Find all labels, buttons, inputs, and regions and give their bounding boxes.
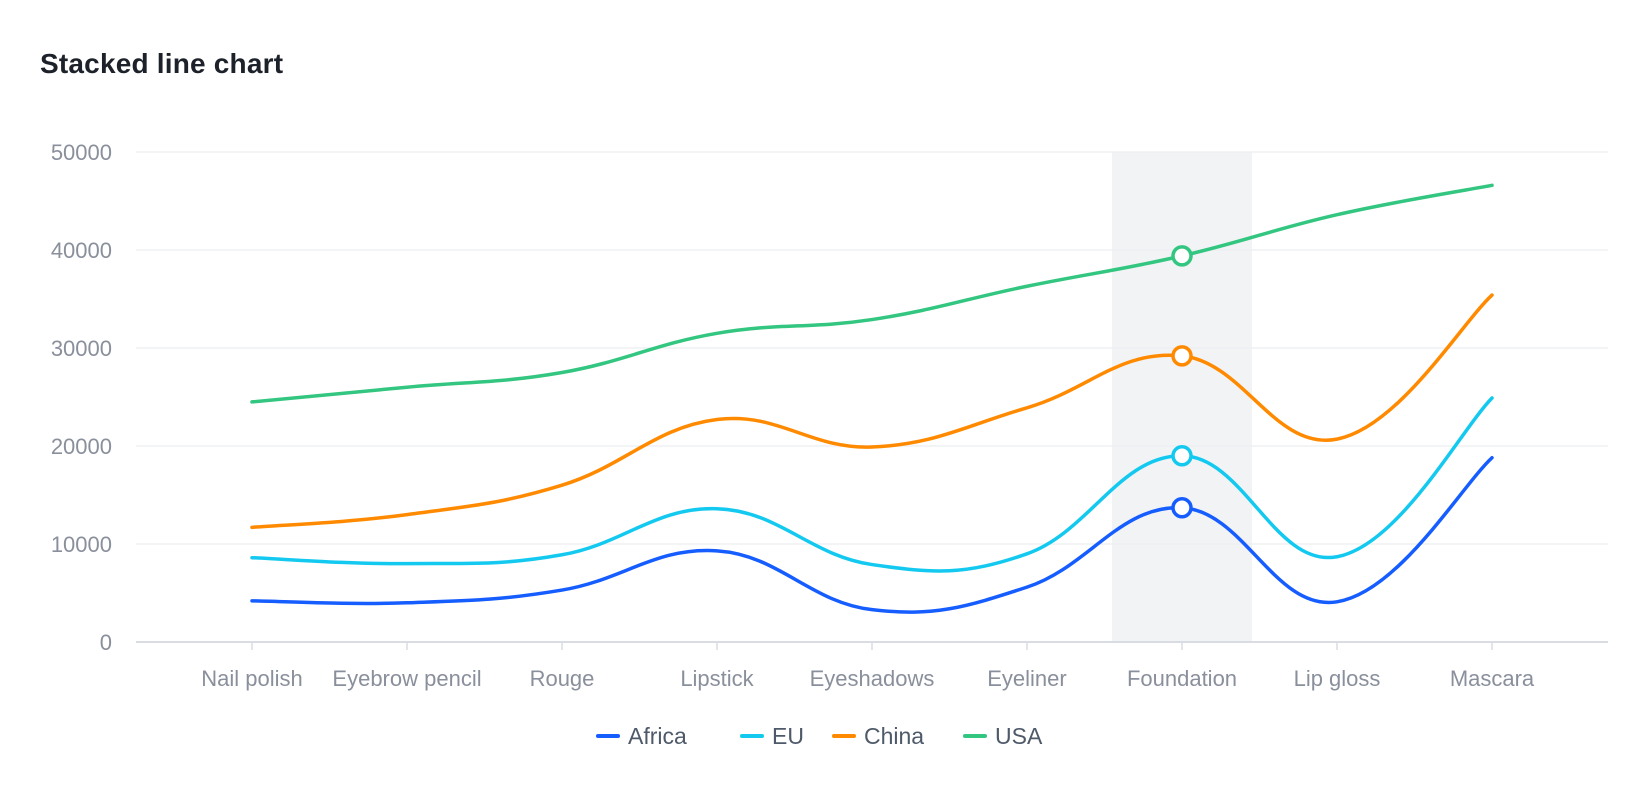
y-tick-label: 20000 <box>51 434 112 459</box>
y-tick-label: 10000 <box>51 532 112 557</box>
y-tick-label: 30000 <box>51 336 112 361</box>
chart-title: Stacked line chart <box>40 48 284 79</box>
x-tick-label: Eyeshadows <box>810 666 935 691</box>
grid-lines <box>136 151 1608 545</box>
legend-label-usa[interactable]: USA <box>995 723 1043 749</box>
x-tick-label: Lipstick <box>680 666 754 691</box>
series-line-china[interactable] <box>250 293 1494 530</box>
y-tick-label: 40000 <box>51 238 112 263</box>
hover-highlight-band <box>1112 152 1252 642</box>
series-line-africa[interactable] <box>250 456 1494 614</box>
x-tick-label: Lip gloss <box>1294 666 1381 691</box>
x-tick-label: Mascara <box>1450 666 1535 691</box>
legend-label-china[interactable]: China <box>864 723 924 749</box>
x-tick-label: Nail polish <box>201 666 303 691</box>
series-lines <box>250 183 1494 614</box>
series-line-eu[interactable] <box>250 396 1494 573</box>
y-tick-label: 0 <box>100 630 112 655</box>
hover-markers <box>1171 245 1193 519</box>
highlight-band <box>1112 152 1252 642</box>
legend-label-eu[interactable]: EU <box>772 723 804 749</box>
hover-point-eu[interactable] <box>1171 445 1193 467</box>
hover-point-africa[interactable] <box>1171 496 1193 519</box>
hover-point-usa[interactable] <box>1171 245 1193 267</box>
y-tick-label: 50000 <box>51 140 112 165</box>
hover-point-china[interactable] <box>1171 345 1193 367</box>
legend[interactable]: Africa EU China USA <box>596 723 1043 749</box>
x-tick-label: Foundation <box>1127 666 1237 691</box>
x-tick-label: Eyeliner <box>987 666 1066 691</box>
x-tick-label: Rouge <box>530 666 595 691</box>
y-axis-tick-labels: 0 10000 20000 30000 40000 50000 <box>51 140 112 655</box>
legend-label-africa[interactable]: Africa <box>628 723 687 749</box>
x-axis: Nail polish Eyebrow pencil Rouge Lipstick Ey… <box>136 641 1608 691</box>
x-tick-label: Eyebrow pencil <box>332 666 481 691</box>
series-line-usa[interactable] <box>250 183 1494 404</box>
